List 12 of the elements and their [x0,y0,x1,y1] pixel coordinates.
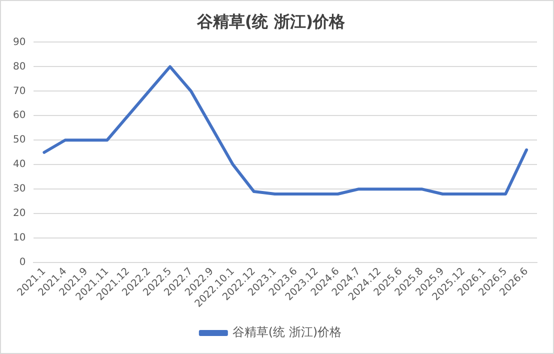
y-tick-label: 0 [19,257,26,268]
y-tick-label: 80 [12,61,26,72]
y-tick-label: 10 [12,232,26,244]
legend-label: 谷精草(统 浙江)价格 [232,325,342,340]
y-tick-label: 60 [12,110,26,122]
y-tick-label: 40 [12,159,26,170]
y-tick-label: 30 [12,184,26,195]
y-tick-label: 20 [12,208,26,220]
y-tick-label: 90 [12,36,26,48]
y-tick-label: 70 [12,86,26,97]
chart-title: 谷精草(统 浙江)价格 [196,12,346,31]
y-tick-label: 50 [12,134,26,146]
